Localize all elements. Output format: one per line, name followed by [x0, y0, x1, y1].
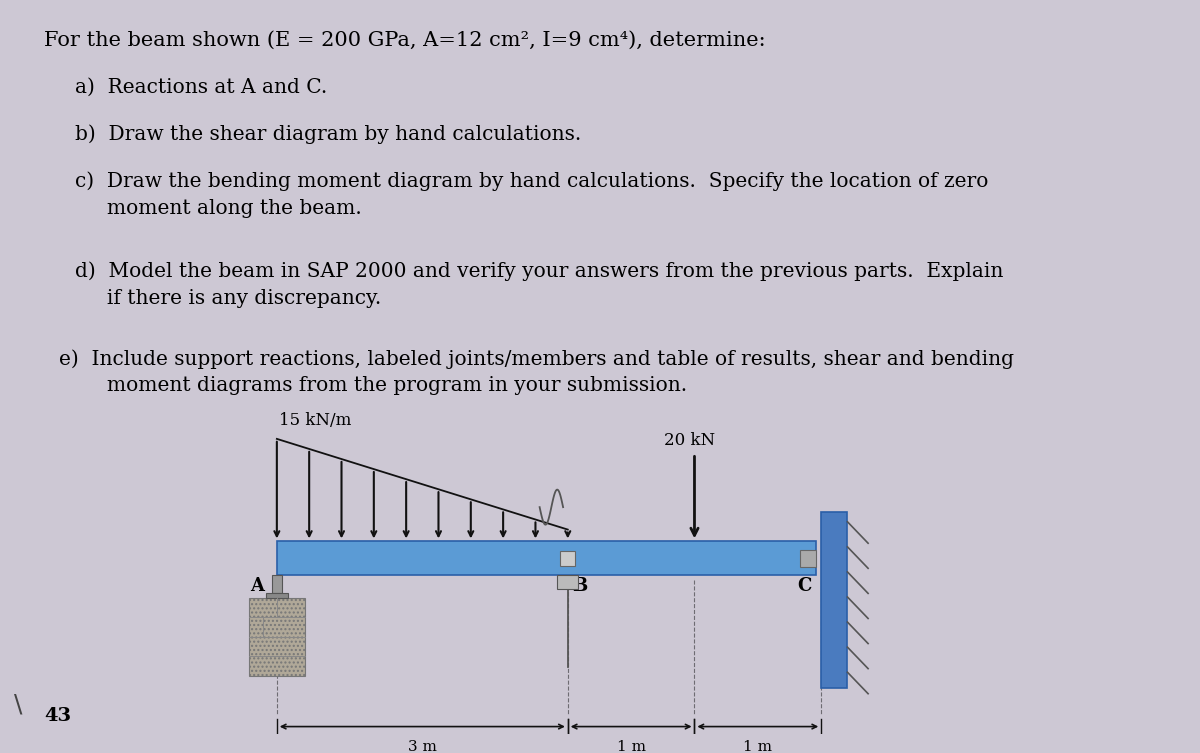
Text: \: \	[14, 693, 23, 716]
Bar	[799, 550, 816, 567]
Text: a)  Reactions at A and C.: a) Reactions at A and C.	[76, 78, 328, 97]
Bar	[558, 575, 578, 589]
Text: 15 kN/m: 15 kN/m	[278, 412, 352, 429]
Text: 43: 43	[44, 707, 71, 725]
Bar	[821, 512, 847, 687]
Text: For the beam shown (E = 200 GPa, A=12 cm², I=9 cm⁴), determine:: For the beam shown (E = 200 GPa, A=12 cm…	[44, 31, 766, 50]
Bar	[277, 541, 816, 575]
Text: moment along the beam.: moment along the beam.	[76, 199, 362, 218]
Text: 1 m: 1 m	[743, 740, 773, 753]
Text: 3 m: 3 m	[408, 740, 437, 753]
Text: if there is any discrepancy.: if there is any discrepancy.	[76, 288, 382, 308]
Text: d)  Model the beam in SAP 2000 and verify your answers from the previous parts. : d) Model the beam in SAP 2000 and verify…	[76, 261, 1003, 281]
Text: B: B	[572, 578, 588, 596]
Text: 20 kN: 20 kN	[665, 431, 715, 449]
Text: e)  Include support reactions, labeled joints/members and table of results, shea: e) Include support reactions, labeled jo…	[59, 349, 1014, 369]
Bar	[272, 575, 282, 593]
Text: b)  Draw the shear diagram by hand calculations.: b) Draw the shear diagram by hand calcul…	[76, 125, 581, 145]
Text: C: C	[798, 578, 811, 596]
Text: 1 m: 1 m	[617, 740, 646, 753]
Bar	[248, 598, 305, 676]
Text: moment diagrams from the program in your submission.: moment diagrams from the program in your…	[76, 376, 688, 395]
Bar	[265, 593, 288, 598]
Text: c)  Draw the bending moment diagram by hand calculations.  Specify the location : c) Draw the bending moment diagram by ha…	[76, 172, 989, 191]
Text: A: A	[250, 578, 264, 596]
Bar	[560, 550, 575, 566]
